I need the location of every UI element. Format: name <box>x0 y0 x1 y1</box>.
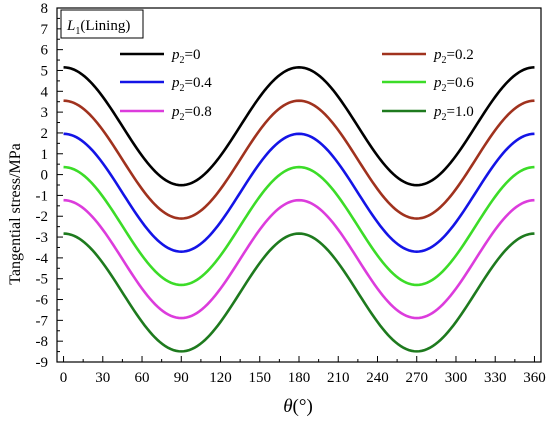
y-tick-label: 0 <box>41 168 49 184</box>
series-line-p2=0.6 <box>63 165 535 287</box>
panel-label-subscript: 1 <box>75 26 80 37</box>
x-axis-title-unit: (°) <box>293 396 313 417</box>
y-tick-label: -5 <box>36 272 49 288</box>
x-tick-label: 60 <box>135 370 150 386</box>
legend-label: p2=0.6 <box>433 75 474 94</box>
series-lines <box>63 66 535 353</box>
y-tick-label: 8 <box>41 1 49 17</box>
legend-item-p2=1.0: p2=1.0 <box>382 104 474 123</box>
x-axis-title: θ(°) <box>283 396 313 417</box>
y-tick-label: -4 <box>36 251 49 267</box>
legend-item-p2=0.4: p2=0.4 <box>120 75 212 94</box>
x-tick-label: 0 <box>60 370 68 386</box>
y-tick-label: -9 <box>36 355 49 371</box>
y-tick-label: 7 <box>41 22 49 38</box>
y-tick-label: 4 <box>41 84 49 100</box>
x-tick-label: 120 <box>209 370 232 386</box>
legend-label: p2=1.0 <box>433 104 474 123</box>
legend-item-p2=0.6: p2=0.6 <box>382 75 474 94</box>
legend-label: p2=0.2 <box>433 47 474 66</box>
series-line-p2=1.0 <box>63 232 535 353</box>
x-axis-title-symbol: θ <box>283 396 292 417</box>
x-tick-label: 270 <box>405 370 428 386</box>
legend-item-p2=0.8: p2=0.8 <box>120 104 212 123</box>
y-tick-label: -2 <box>36 209 49 225</box>
series-line-p2=0.2 <box>63 99 535 220</box>
series-line-p2=0.8 <box>63 198 535 320</box>
x-tick-label: 30 <box>95 370 110 386</box>
y-tick-label: 2 <box>41 126 49 142</box>
panel-label: L1(Lining) <box>60 9 144 39</box>
y-tick-label: 3 <box>41 105 49 121</box>
legend-item-p2=0: p2=0 <box>120 47 200 66</box>
x-axis: 0 30 60 90 120 150 180 210 240 270 300 330 360 <box>60 356 546 386</box>
x-tick-label: 210 <box>327 370 350 386</box>
y-tick-label: 5 <box>41 63 49 79</box>
y-tick-label: 1 <box>41 147 49 163</box>
panel-label-text: (Lining) <box>80 18 130 34</box>
legend: p2=0 p2=0.2 p2=0.4 p2=0.6 p2=0.8 p2=1.0 <box>120 47 474 123</box>
legend-label: p2=0 <box>171 47 200 66</box>
x-tick-label: 300 <box>445 370 468 386</box>
legend-item-p2=0.2: p2=0.2 <box>382 47 474 66</box>
y-tick-label: 6 <box>41 43 49 59</box>
x-tick-label: 150 <box>249 370 272 386</box>
x-tick-label: 180 <box>288 370 311 386</box>
svg-text:L1(Lining): L1(Lining) <box>66 18 130 37</box>
y-axis: -9 -8 -7 -6 -5 -4 -3 -2 -1 0 1 2 3 4 5 6 7 8 <box>36 1 63 371</box>
panel-label-box <box>60 9 144 39</box>
x-tick-label: 90 <box>174 370 189 386</box>
y-tick-label: -3 <box>36 230 49 246</box>
legend-label: p2=0.8 <box>171 104 212 123</box>
y-tick-label: -1 <box>36 188 49 204</box>
legend-label: p2=0.4 <box>171 75 212 94</box>
y-axis-title: Tangential stress/MPa <box>7 143 24 285</box>
y-tick-label: -6 <box>36 293 49 309</box>
panel-label-symbol: L <box>66 18 75 34</box>
series-line-p2=0 <box>63 66 535 187</box>
y-tick-label: -7 <box>36 313 49 329</box>
x-tick-label: 330 <box>484 370 507 386</box>
x-tick-label: 240 <box>366 370 389 386</box>
series-line-p2=0.4 <box>63 132 535 253</box>
y-tick-label: -8 <box>36 334 49 350</box>
x-tick-label: 360 <box>523 370 546 386</box>
